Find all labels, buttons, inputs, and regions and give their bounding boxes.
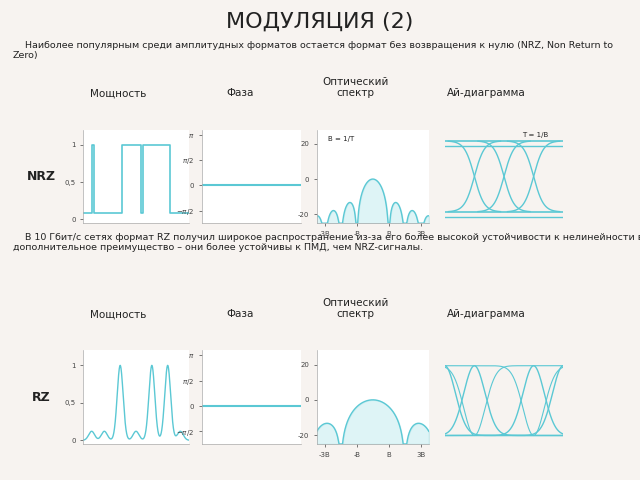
Text: Мощность: Мощность (90, 309, 147, 319)
Text: RZ: RZ (32, 391, 51, 404)
Text: В 10 Гбит/с сетях формат RZ получил широкое распространение из-за его более высо: В 10 Гбит/с сетях формат RZ получил широ… (13, 233, 640, 252)
Text: NRZ: NRZ (27, 170, 56, 183)
Text: Наиболее популярным среди амплитудных форматов остается формат без возвращения к: Наиболее популярным среди амплитудных фо… (13, 41, 613, 60)
Text: Оптический
спектр: Оптический спектр (322, 298, 388, 319)
Text: Мощность: Мощность (90, 88, 147, 98)
Text: Ай-диаграмма: Ай-диаграмма (447, 88, 526, 98)
Text: Фаза: Фаза (227, 309, 253, 319)
Text: Фаза: Фаза (227, 88, 253, 98)
Text: Ай-диаграмма: Ай-диаграмма (447, 309, 526, 319)
Text: МОДУЛЯЦИЯ (2): МОДУЛЯЦИЯ (2) (227, 12, 413, 32)
Text: Оптический
спектр: Оптический спектр (322, 77, 388, 98)
Text: T = 1/B: T = 1/B (522, 132, 548, 138)
Text: B = 1/T: B = 1/T (328, 136, 355, 142)
